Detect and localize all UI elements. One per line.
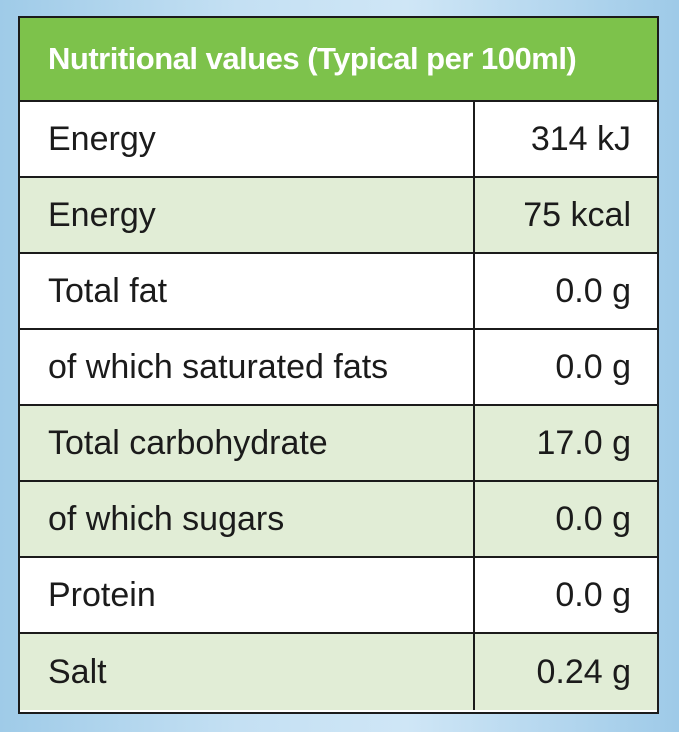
row-value: 75 kcal [523, 195, 631, 234]
table-row-protein: Protein 0.0 g [20, 558, 657, 634]
row-label: Salt [20, 634, 475, 710]
row-value: 0.0 g [555, 347, 631, 386]
row-label: Total carbohydrate [20, 406, 475, 480]
row-label: Protein [20, 558, 475, 632]
row-value: 0.24 g [536, 652, 631, 691]
row-label: Energy [20, 178, 475, 252]
row-value: 0.0 g [555, 575, 631, 614]
table-row-sugars: of which sugars 0.0 g [20, 482, 657, 558]
table-row-energy-kj: Energy 314 kJ [20, 102, 657, 178]
row-label: of which saturated fats [20, 330, 475, 404]
nutrition-table: Nutritional values (Typical per 100ml) E… [18, 16, 659, 714]
row-label: of which sugars [20, 482, 475, 556]
table-row-energy-kcal: Energy 75 kcal [20, 178, 657, 254]
table-body: Energy 314 kJ Energy 75 kcal Total fat 0… [20, 102, 657, 710]
row-value: 0.0 g [555, 271, 631, 310]
row-value: 17.0 g [536, 423, 631, 462]
table-title: Nutritional values (Typical per 100ml) [48, 41, 577, 76]
row-value: 314 kJ [530, 119, 631, 158]
table-row-salt: Salt 0.24 g [20, 634, 657, 710]
table-row-saturated-fats: of which saturated fats 0.0 g [20, 330, 657, 406]
row-label: Total fat [20, 254, 475, 328]
table-header: Nutritional values (Typical per 100ml) [20, 18, 657, 102]
table-row-total-fat: Total fat 0.0 g [20, 254, 657, 330]
row-value: 0.0 g [555, 499, 631, 538]
row-label: Energy [20, 102, 475, 176]
table-row-total-carbohydrate: Total carbohydrate 17.0 g [20, 406, 657, 482]
